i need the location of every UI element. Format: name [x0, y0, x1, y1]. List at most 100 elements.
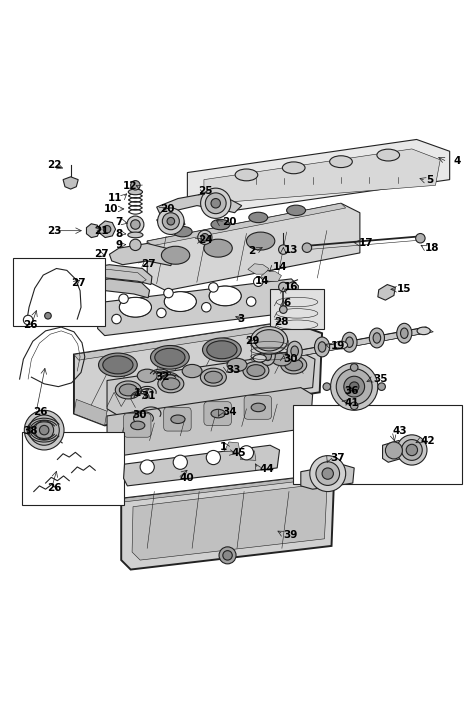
- Ellipse shape: [204, 239, 232, 257]
- Text: 21: 21: [94, 225, 109, 235]
- Polygon shape: [100, 221, 116, 238]
- Circle shape: [397, 435, 427, 465]
- Ellipse shape: [235, 169, 258, 181]
- Ellipse shape: [247, 364, 265, 376]
- Text: 31: 31: [142, 391, 156, 401]
- Text: 28: 28: [274, 318, 288, 328]
- Ellipse shape: [171, 415, 185, 423]
- Ellipse shape: [151, 345, 189, 369]
- Circle shape: [156, 308, 166, 318]
- Polygon shape: [147, 203, 346, 246]
- FancyBboxPatch shape: [164, 408, 191, 431]
- Ellipse shape: [251, 403, 265, 412]
- Ellipse shape: [131, 421, 145, 430]
- Ellipse shape: [249, 212, 268, 223]
- Ellipse shape: [397, 323, 412, 343]
- Ellipse shape: [283, 162, 305, 174]
- Circle shape: [385, 442, 402, 459]
- Polygon shape: [74, 399, 107, 425]
- Text: 14: 14: [273, 262, 287, 272]
- Polygon shape: [121, 475, 334, 569]
- Polygon shape: [187, 140, 450, 213]
- Text: 8: 8: [115, 228, 123, 238]
- Text: 3: 3: [237, 314, 244, 324]
- Polygon shape: [204, 149, 440, 203]
- Ellipse shape: [164, 291, 196, 311]
- Ellipse shape: [173, 226, 192, 237]
- Ellipse shape: [287, 205, 306, 216]
- Circle shape: [131, 220, 140, 229]
- Bar: [293, 405, 462, 484]
- Circle shape: [279, 282, 288, 291]
- Ellipse shape: [227, 358, 247, 372]
- Circle shape: [29, 415, 59, 445]
- Ellipse shape: [211, 219, 230, 230]
- Text: 35: 35: [373, 374, 388, 384]
- Text: 25: 25: [198, 186, 213, 196]
- Text: 22: 22: [47, 160, 62, 170]
- Ellipse shape: [253, 354, 266, 362]
- Circle shape: [201, 303, 211, 312]
- FancyBboxPatch shape: [244, 396, 272, 419]
- Text: 10: 10: [103, 204, 118, 214]
- Circle shape: [254, 277, 263, 286]
- Polygon shape: [248, 264, 269, 274]
- Ellipse shape: [251, 327, 288, 354]
- Circle shape: [127, 216, 144, 233]
- Circle shape: [279, 245, 288, 255]
- Ellipse shape: [115, 381, 141, 399]
- Text: 26: 26: [33, 407, 47, 417]
- Ellipse shape: [204, 372, 222, 383]
- Circle shape: [239, 446, 254, 460]
- Circle shape: [401, 440, 422, 460]
- Circle shape: [140, 460, 155, 474]
- Polygon shape: [107, 388, 313, 456]
- Ellipse shape: [315, 337, 329, 357]
- Circle shape: [119, 294, 128, 303]
- Text: 16: 16: [283, 282, 298, 292]
- Ellipse shape: [287, 341, 302, 361]
- Text: 29: 29: [246, 336, 260, 346]
- Circle shape: [350, 364, 358, 372]
- Text: 33: 33: [227, 364, 241, 374]
- Text: 14: 14: [255, 276, 270, 286]
- Ellipse shape: [201, 368, 227, 386]
- Ellipse shape: [291, 346, 299, 357]
- Bar: [270, 289, 324, 330]
- Text: 42: 42: [420, 435, 435, 445]
- Text: 43: 43: [392, 426, 407, 436]
- Polygon shape: [98, 279, 299, 335]
- FancyBboxPatch shape: [124, 413, 151, 437]
- Circle shape: [350, 402, 358, 410]
- Circle shape: [24, 411, 64, 450]
- Polygon shape: [71, 279, 150, 298]
- Text: 20: 20: [222, 217, 237, 227]
- Text: 27: 27: [71, 278, 85, 288]
- Ellipse shape: [346, 337, 353, 347]
- Circle shape: [36, 434, 43, 440]
- Text: 26: 26: [47, 483, 62, 493]
- Ellipse shape: [318, 342, 326, 352]
- Ellipse shape: [281, 356, 307, 374]
- Ellipse shape: [377, 149, 400, 161]
- Text: 45: 45: [231, 448, 246, 458]
- Text: 30: 30: [132, 410, 146, 420]
- Circle shape: [316, 462, 339, 486]
- Text: 36: 36: [345, 386, 359, 396]
- Text: 41: 41: [345, 398, 359, 408]
- Ellipse shape: [182, 364, 202, 378]
- Text: 38: 38: [23, 426, 38, 436]
- Circle shape: [201, 188, 231, 218]
- Ellipse shape: [373, 333, 381, 343]
- FancyBboxPatch shape: [204, 402, 231, 425]
- Ellipse shape: [161, 246, 190, 264]
- Circle shape: [349, 382, 359, 391]
- Circle shape: [162, 213, 179, 230]
- Text: 18: 18: [425, 242, 439, 252]
- Text: 13: 13: [283, 245, 298, 255]
- Bar: [12, 257, 105, 326]
- Ellipse shape: [264, 350, 272, 361]
- Polygon shape: [109, 243, 173, 266]
- Polygon shape: [224, 442, 240, 452]
- Circle shape: [205, 193, 226, 213]
